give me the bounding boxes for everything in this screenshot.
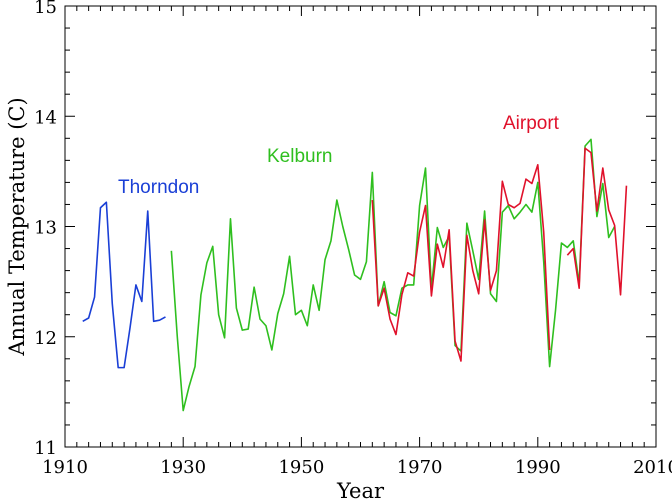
y-axis-title: Annual Temperature (C) xyxy=(5,97,29,356)
series-label-kelburn: Kelburn xyxy=(267,146,333,167)
tick-labels: 1910 1930 1950 1970 1990 2010 11 12 13 14 15 xyxy=(34,0,672,478)
series-line-airport xyxy=(371,163,551,362)
axis-ticks xyxy=(64,5,657,448)
x-tick-label: 1990 xyxy=(515,457,561,478)
y-tick-label: 14 xyxy=(34,107,57,128)
series-line-kelburn xyxy=(170,138,616,412)
series-label-thorndon: Thorndon xyxy=(118,177,199,198)
series-label-airport: Airport xyxy=(503,113,560,134)
plot-frame xyxy=(64,5,657,448)
y-tick-label: 15 xyxy=(34,0,57,18)
x-tick-label: 2010 xyxy=(633,457,672,478)
series-lines xyxy=(82,138,628,412)
y-tick-label: 12 xyxy=(34,328,57,349)
x-axis-title: Year xyxy=(336,479,385,503)
series-labels: Thorndon Kelburn Airport xyxy=(118,113,560,198)
x-tick-label: 1970 xyxy=(397,457,443,478)
series-line-thorndon xyxy=(82,201,166,369)
y-tick-label: 13 xyxy=(34,218,57,239)
x-tick-label: 1910 xyxy=(42,457,88,478)
y-tick-label: 11 xyxy=(34,438,57,459)
x-tick-label: 1950 xyxy=(278,457,324,478)
x-tick-label: 1930 xyxy=(160,457,206,478)
series-line-airport xyxy=(566,147,628,296)
